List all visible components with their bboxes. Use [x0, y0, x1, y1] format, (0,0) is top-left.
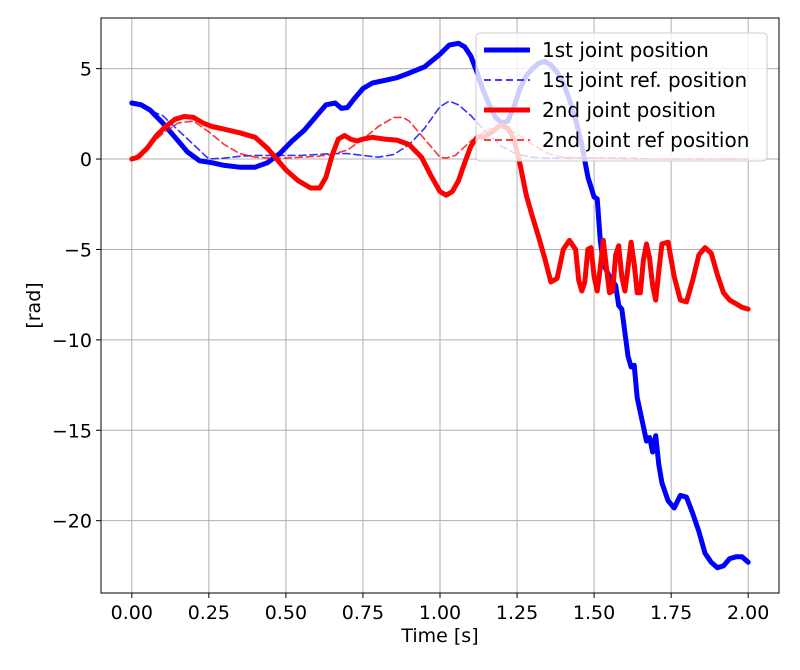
series-line-3 [129, 114, 751, 312]
x-tick-label: 1.75 [650, 602, 692, 624]
legend: 1st joint position 1st joint ref. positio… [475, 32, 768, 162]
y-tick-label: −15 [52, 420, 92, 442]
legend-label-3: 2nd joint position [542, 98, 716, 122]
x-tick-label: 1.00 [419, 602, 461, 624]
legend-label-4: 2nd joint ref position [542, 128, 749, 152]
y-tick-label: −5 [64, 239, 92, 261]
y-tick-label: 0 [80, 149, 92, 171]
x-tick-label: 0.75 [342, 602, 384, 624]
y-tick-label: 5 [80, 59, 92, 81]
x-tick-label: 1.25 [496, 602, 538, 624]
x-tick-label: 0.25 [188, 602, 230, 624]
y-tick-label: −10 [52, 330, 92, 352]
x-tick-label: 0.00 [111, 602, 153, 624]
x-tick-label: 0.50 [265, 602, 307, 624]
y-axis-label: [rad] [23, 282, 45, 328]
legend-box [475, 32, 768, 162]
y-tick-label: −20 [52, 511, 92, 533]
y-axis-ticks: 5 0 −5 −10 −15 −20 [52, 59, 101, 533]
x-tick-label: 1.50 [573, 602, 615, 624]
x-tick-label: 2.00 [727, 602, 769, 624]
legend-label-1: 1st joint position [542, 38, 709, 62]
x-axis-label: Time [s] [400, 625, 478, 647]
legend-label-2: 1st joint ref. position [542, 68, 747, 92]
x-axis-ticks: 0.00 0.25 0.50 0.75 1.00 1.25 1.50 1.75 2.00 [111, 593, 769, 624]
legend-items: 1st joint position 1st joint ref. positio… [484, 38, 749, 152]
